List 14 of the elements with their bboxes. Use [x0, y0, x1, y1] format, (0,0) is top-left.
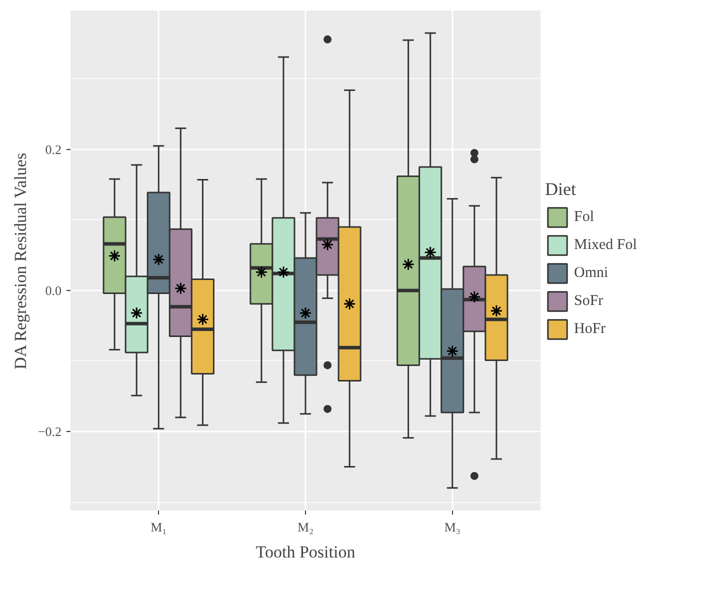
x-axis-title: Tooth Position	[256, 542, 356, 562]
legend-label: Mixed Fol	[574, 236, 637, 254]
y-axis-title: DA Regression Residual Values	[10, 152, 30, 370]
y-tick-label: 0.0	[45, 282, 62, 298]
y-tick-label: 0.2	[45, 142, 62, 157]
legend-label: Fol	[574, 208, 594, 226]
y-tick-label: −0.2	[38, 424, 62, 440]
x-tick-label: M₂	[297, 520, 314, 534]
legend-title: Diet	[545, 179, 577, 200]
x-tick-label: M₃	[444, 520, 460, 534]
legend-label: HoFr	[574, 320, 606, 338]
legend-label: SoFr	[574, 292, 604, 310]
legend-label: Omni	[574, 264, 608, 282]
x-tick-label: M₁	[150, 520, 167, 534]
